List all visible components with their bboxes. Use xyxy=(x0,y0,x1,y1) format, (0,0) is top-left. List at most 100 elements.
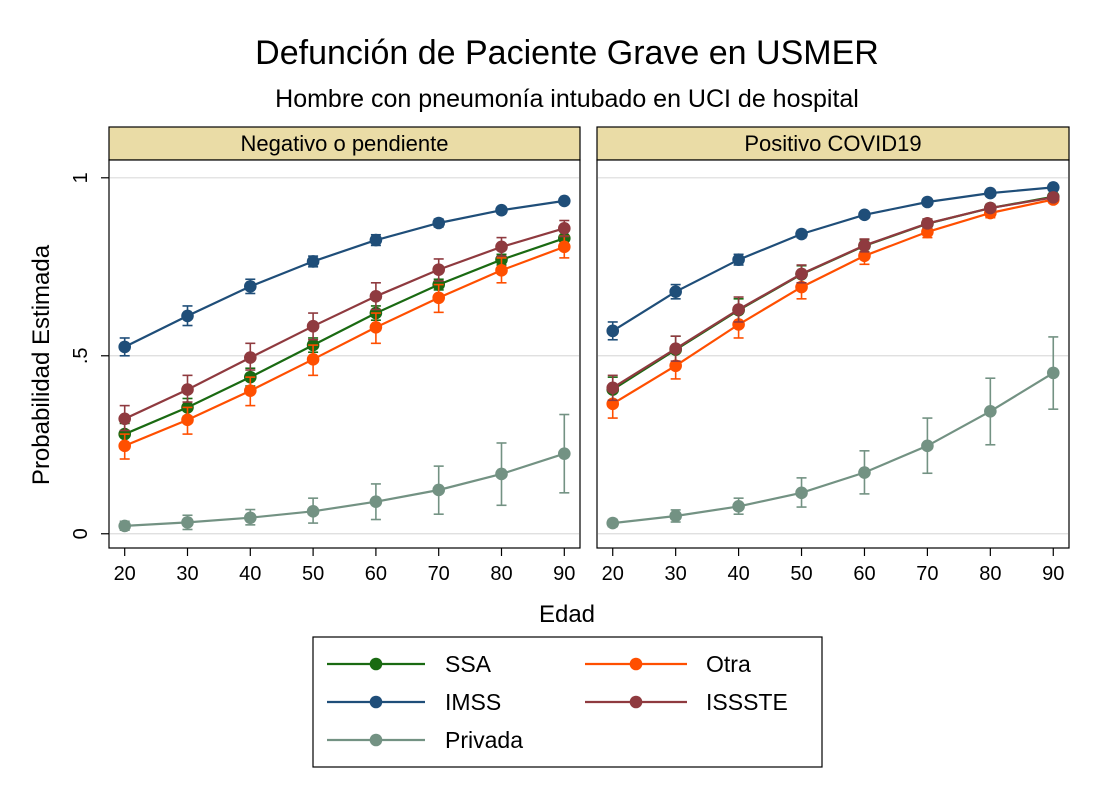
panels: Negativo o pendiente 0 .5 1 20 30 40 50 60 70 80 90… xyxy=(70,126,1070,585)
series-line xyxy=(124,245,565,447)
x-tick-label: 80 xyxy=(979,563,1001,585)
data-point xyxy=(306,319,320,333)
data-point xyxy=(118,412,131,426)
x-tick-label: 90 xyxy=(553,563,575,585)
panel-positivo-covid19: Positivo COVID19 20 30 40 50 60 70 80 90 xyxy=(596,126,1070,585)
y-tick-label: 1 xyxy=(70,172,92,183)
legend-label: IMSS xyxy=(445,689,501,715)
data-point xyxy=(244,351,257,364)
data-point xyxy=(432,263,446,276)
data-point xyxy=(244,384,257,397)
x-tick-label: 70 xyxy=(916,563,938,585)
data-point xyxy=(558,447,571,460)
series-line xyxy=(612,198,1054,405)
x-tick-label: 50 xyxy=(790,563,812,585)
series-line xyxy=(124,237,565,436)
data-point xyxy=(669,359,682,373)
legend-label: Privada xyxy=(445,727,523,753)
series-privada xyxy=(606,336,1060,530)
data-point xyxy=(306,255,320,268)
series-imss xyxy=(118,194,571,357)
x-tick-label: 50 xyxy=(302,563,324,585)
x-tick-label: 40 xyxy=(727,563,749,585)
legend-marker xyxy=(369,657,383,671)
legend-label: SSA xyxy=(445,651,492,677)
data-point xyxy=(606,381,620,395)
legend-item-ssa: SSA xyxy=(327,651,492,677)
panel-title: Positivo COVID19 xyxy=(744,131,921,156)
data-point xyxy=(181,516,194,529)
y-axis-title: Probabilidad Estimada xyxy=(28,244,55,485)
series-otra xyxy=(118,235,571,460)
x-tick-label: 70 xyxy=(428,563,450,585)
data-point xyxy=(181,309,194,323)
legend-label: ISSSTE xyxy=(706,689,788,715)
data-point xyxy=(244,280,257,293)
x-tick-label: 60 xyxy=(853,563,875,585)
x-tick-label: 20 xyxy=(602,563,624,585)
data-point xyxy=(669,509,682,523)
data-point xyxy=(1046,366,1060,380)
data-point xyxy=(732,253,745,266)
data-point xyxy=(858,208,871,222)
data-point xyxy=(495,240,508,254)
data-point xyxy=(118,439,131,453)
data-point xyxy=(858,466,871,479)
data-point xyxy=(558,222,571,235)
legend-label: Otra xyxy=(706,651,751,677)
data-point xyxy=(795,227,808,241)
y-tick-label: .5 xyxy=(70,347,92,364)
series-line xyxy=(124,199,565,348)
series-imss xyxy=(606,181,1060,341)
data-point xyxy=(1046,181,1060,194)
data-point xyxy=(369,233,383,247)
data-point xyxy=(795,267,808,281)
legend-marker xyxy=(629,695,643,709)
data-point xyxy=(118,519,131,533)
data-point xyxy=(606,516,620,530)
x-tick-label: 30 xyxy=(665,563,687,585)
series-line xyxy=(124,452,565,527)
legend: SSA Otra IMSS ISSSTE Privada xyxy=(312,636,823,768)
legend-marker xyxy=(369,695,383,709)
data-point xyxy=(921,195,934,209)
data-point xyxy=(795,280,808,294)
data-point xyxy=(495,264,508,277)
data-point xyxy=(432,216,446,230)
data-point xyxy=(306,505,320,518)
data-point xyxy=(795,486,808,500)
data-point xyxy=(984,186,997,200)
data-point xyxy=(432,483,446,497)
data-point xyxy=(181,413,194,427)
legend-item-imss: IMSS xyxy=(327,689,501,715)
data-point xyxy=(558,194,571,208)
data-point xyxy=(921,439,934,453)
series-line xyxy=(124,227,565,420)
data-point xyxy=(369,290,383,303)
series-line xyxy=(612,196,1054,389)
panel-title: Negativo o pendiente xyxy=(241,131,449,156)
series-privada xyxy=(118,413,571,533)
plot-frame xyxy=(108,159,581,549)
x-axis-title: Edad xyxy=(539,601,595,628)
y-tick-label: 0 xyxy=(70,528,92,539)
series-line xyxy=(612,371,1054,525)
data-point xyxy=(732,500,745,513)
legend-item-otra: Otra xyxy=(585,651,751,677)
series-issste xyxy=(118,219,571,432)
x-tick-label: 30 xyxy=(176,563,198,585)
data-point xyxy=(1046,191,1060,204)
panel-strip xyxy=(108,126,581,161)
series-issste xyxy=(606,191,1060,402)
data-point xyxy=(984,405,997,418)
data-point xyxy=(921,217,934,230)
chart-title: Defunción de Paciente Grave en USMER xyxy=(255,34,879,72)
data-point xyxy=(306,353,320,366)
data-point xyxy=(858,239,871,252)
data-point xyxy=(984,201,997,215)
data-point xyxy=(669,342,682,355)
data-point xyxy=(495,203,508,217)
data-point xyxy=(369,495,383,509)
legend-marker xyxy=(369,733,383,747)
data-point xyxy=(369,321,383,334)
